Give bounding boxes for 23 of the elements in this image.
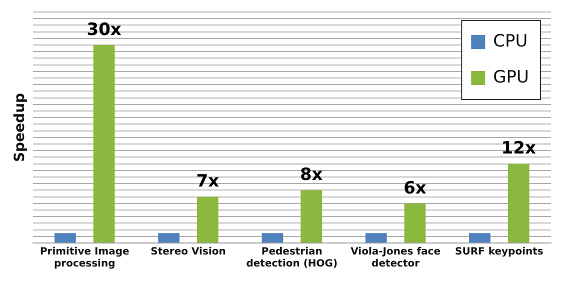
bar — [93, 45, 115, 242]
y-axis-title: Speedup — [12, 92, 28, 162]
bar — [197, 196, 218, 242]
bar — [469, 233, 490, 242]
legend-label: CPU — [493, 31, 528, 52]
bar — [404, 203, 426, 242]
data-label: 7x — [196, 172, 220, 192]
bar — [158, 233, 180, 242]
x-tick-label: Viola-Jones face detector — [350, 246, 441, 270]
bar — [365, 233, 387, 242]
legend-label: GPU — [493, 67, 530, 88]
x-tick-label: Stereo Vision — [150, 246, 226, 258]
bar — [508, 164, 530, 242]
data-label: 8x — [300, 165, 323, 186]
bar — [300, 190, 322, 242]
x-tick-label: Pedestrian detection (HOG) — [246, 246, 338, 270]
x-tick-label: Primitive Image processing — [40, 246, 130, 270]
data-label: 12x — [501, 138, 536, 159]
data-label: 6x — [404, 178, 426, 198]
x-tick-label: SURF keypoints — [455, 246, 544, 258]
data-label: 30x — [86, 20, 122, 40]
bar — [262, 233, 284, 242]
bar — [54, 233, 76, 242]
